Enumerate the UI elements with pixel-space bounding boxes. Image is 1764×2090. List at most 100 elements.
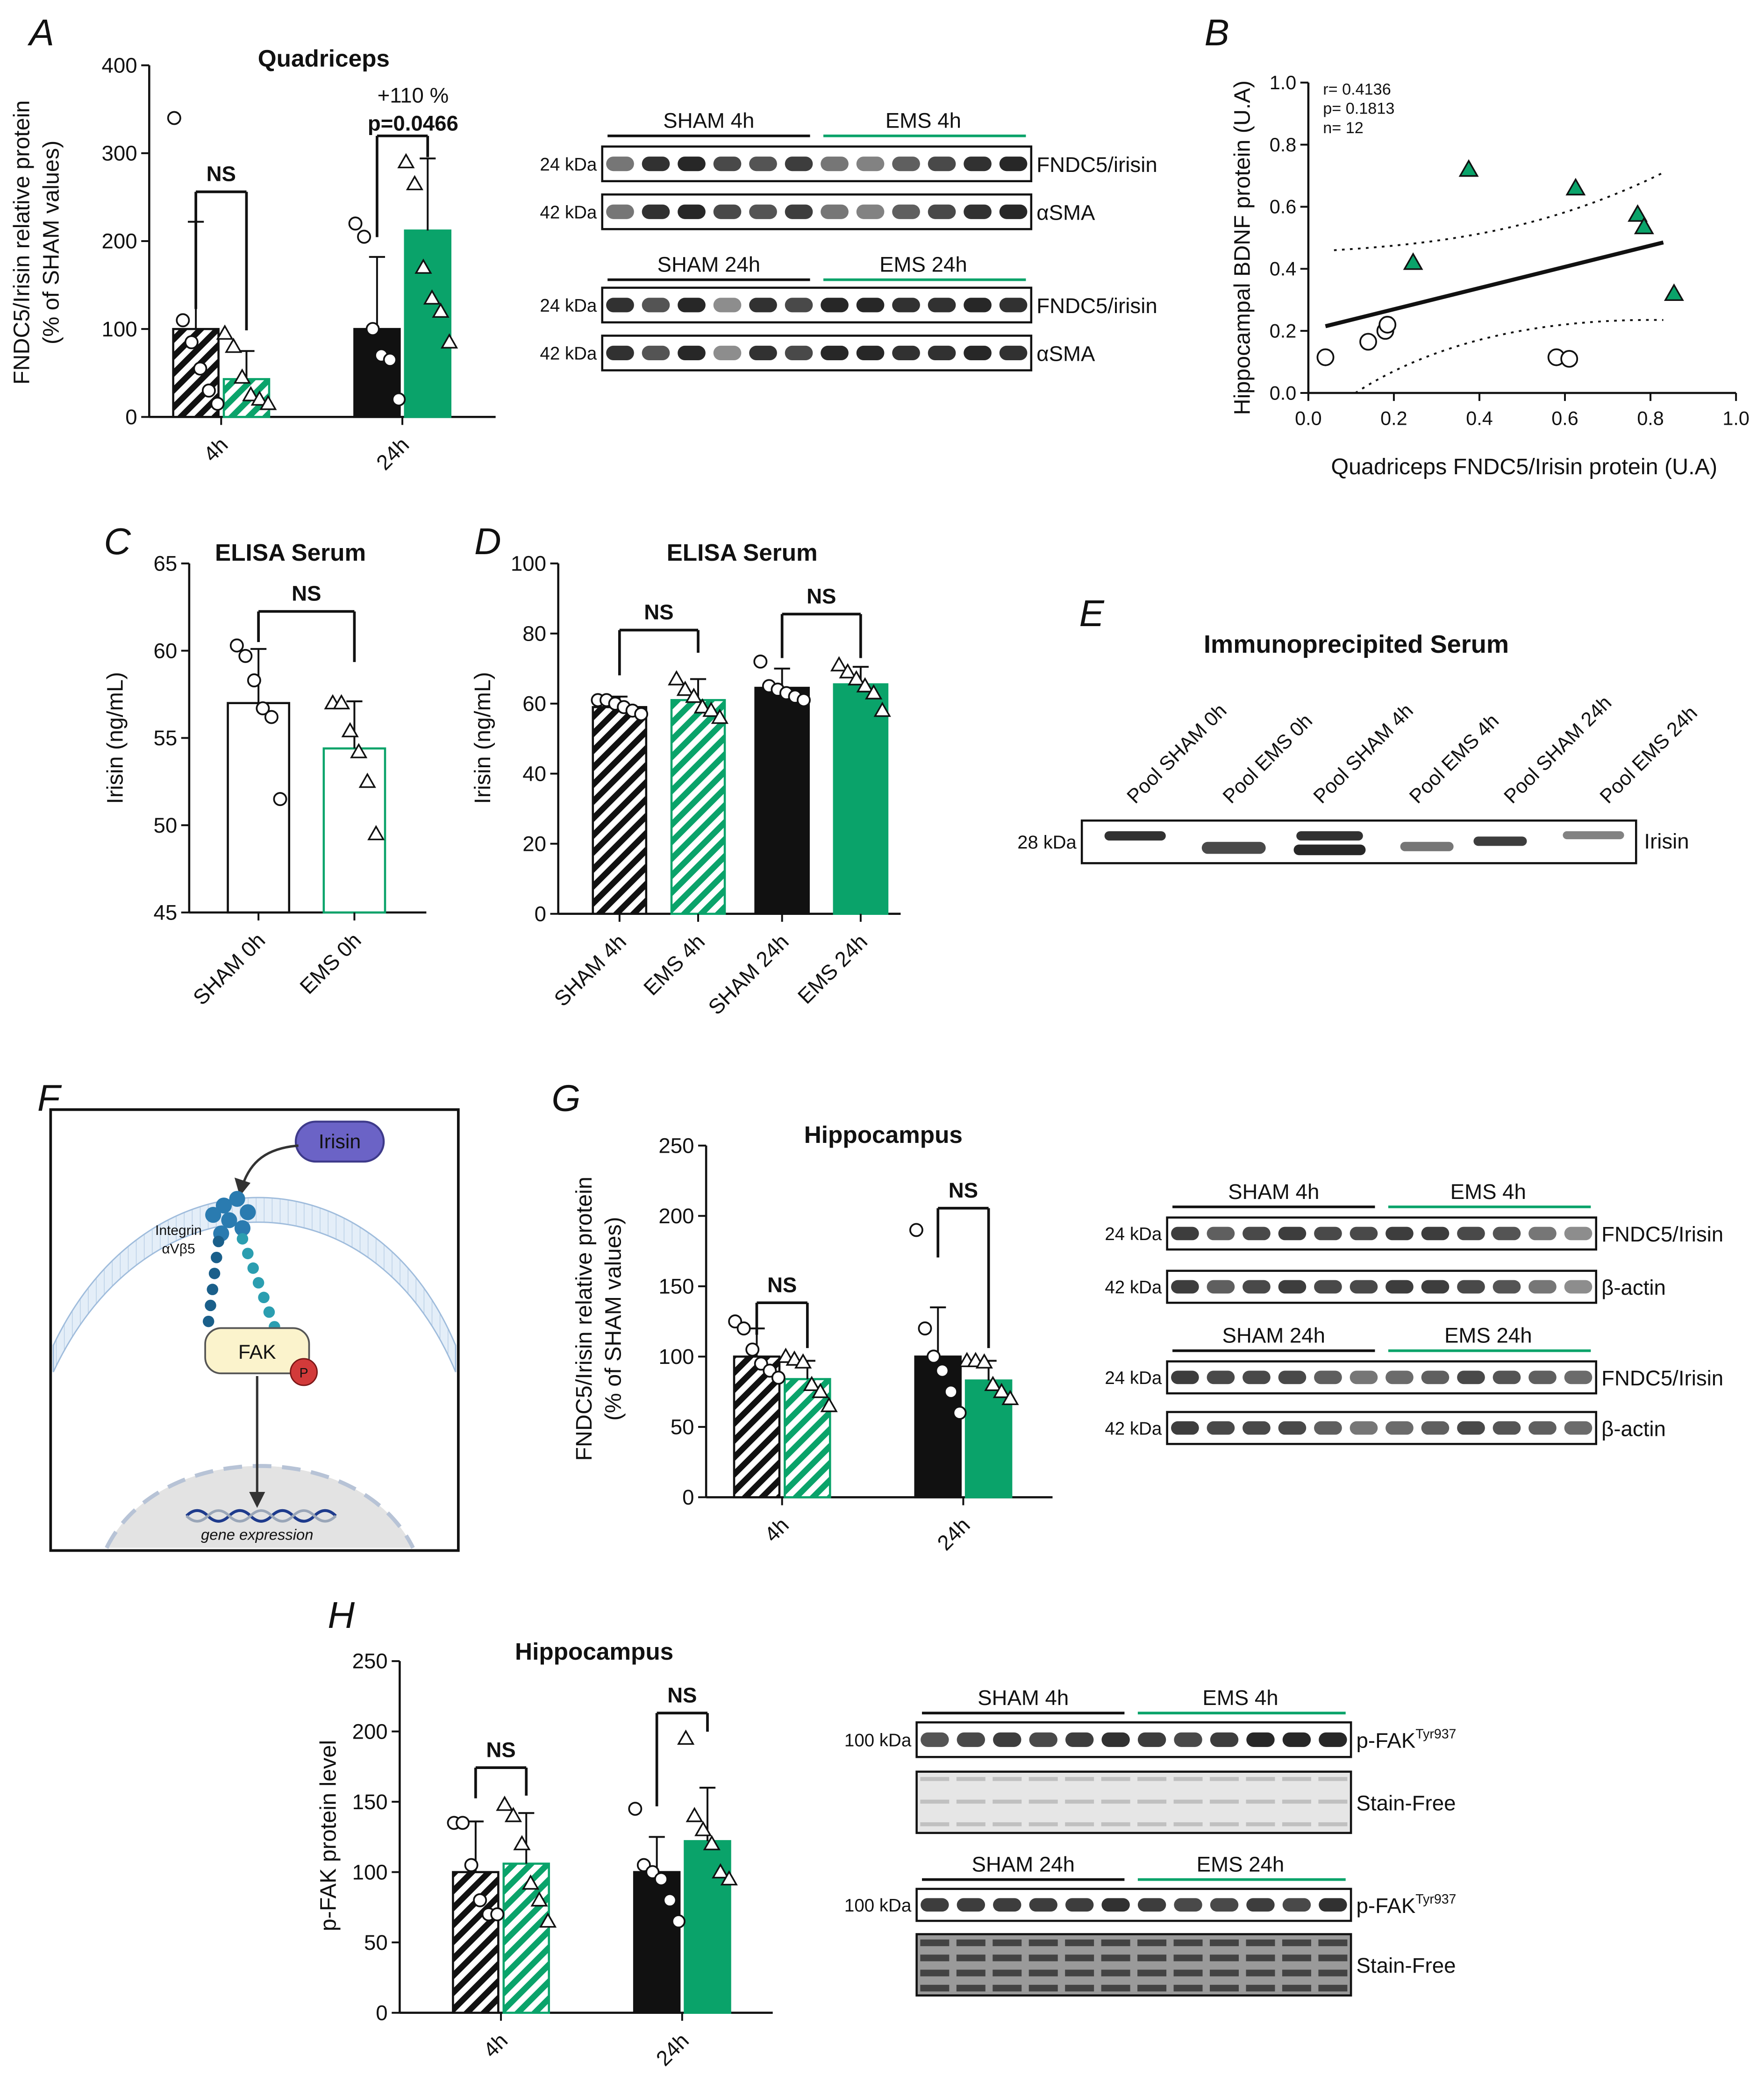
lane-label: Pool SHAM 4h [1309,699,1418,808]
stainfree-blot-band [1028,1939,1058,1947]
blot-β-actin-band [1314,1421,1342,1435]
y-axis-label: p-FAK protein level [316,1740,341,1931]
point-EMS 4h [676,680,694,696]
point-ems-24h [712,1863,729,1879]
point-EMS 0h [341,722,359,737]
blot-FNDC5/irisin-band [821,298,849,313]
stainfree-blot-band [1173,1939,1203,1947]
chart-title: ELISA Serum [667,539,818,566]
x-tick-label: SHAM 0h [188,928,270,1010]
blot-p-FAK-band [1319,1732,1347,1747]
point-ems [1664,283,1684,301]
point-sham-4h [193,361,207,376]
blot-FNDC5/irisin-band [999,157,1028,171]
stainfree-blot-band [1028,1969,1058,1976]
bar-SHAM 24h [754,686,810,915]
blot-FNDC5/irisin-band [678,298,706,313]
point-sham-4h [736,1321,751,1336]
blot-αSMA-band [749,204,777,219]
stainfree-blot-frame [915,1933,1352,1997]
blot-αSMA-frame [601,335,1033,371]
blot-kda-label: 100 kDa [844,1731,912,1751]
blot-header-ems: EMS 4h [1450,1180,1526,1204]
point-ems-4h [259,394,277,410]
blot-β-actin-frame [1166,1411,1598,1445]
blot-protein-label: Stain-Free [1357,1954,1456,1977]
dna-strand [186,1509,337,1523]
blot-title: Immunoprecipited Serum [1204,630,1509,658]
stainfree-blot-band [1173,1777,1203,1781]
panel-label-B: B [1204,12,1229,53]
y-axis-label: Irisin (ng/mL) [102,672,128,804]
point-ems-24h [720,1870,738,1886]
stainfree-blot-band [1137,1799,1167,1804]
stainfree-blot-band [993,1954,1022,1962]
point-SHAM 24h [753,654,768,669]
point-EMS 4h [702,701,720,717]
integrin-beta-chain [263,1306,275,1318]
blot-β-actin-band [1171,1421,1199,1435]
y-tick-label: 300 [102,142,137,165]
stainfree-blot-band [1065,1799,1094,1804]
blot-p-FAK-band [1246,1732,1275,1747]
blot-p-FAK-band [1065,1898,1094,1912]
point-EMS 24h [873,701,891,717]
lane-label: Pool SHAM 0h [1122,699,1231,808]
point-ems-24h [1001,1390,1019,1405]
y-tick-label: 65 [153,552,177,576]
x-tick-label: 4h [199,433,233,466]
point-ems-24h [423,289,441,305]
stainfree-blot-band [993,1939,1022,1947]
blot-β-actin-band [1243,1421,1271,1435]
point-ems-4h [811,1383,829,1398]
point-ems-24h [984,1376,1002,1391]
point-ems-4h [803,1376,821,1391]
point-sham-24h [365,322,380,336]
blot-protein-label: αSMA [1036,342,1095,366]
stainfree-blot-band [1101,1984,1130,1992]
chart-title: ELISA Serum [215,539,366,566]
x-tick-label: SHAM 4h [550,929,631,1011]
point-ems-4h [794,1353,812,1369]
annotation-pvalue: p=0.0466 [368,111,458,135]
point-sham-4h [745,1342,760,1357]
blot-header-ems: EMS 24h [1444,1324,1532,1348]
blot-FNDC5/Irisin-frame [1166,1216,1598,1251]
point-sham-24h [654,1872,668,1886]
integrin-beta-chain [252,1277,264,1289]
y-axis-label: (% of SHAM values) [601,1217,626,1420]
stainfree-blot-band [1137,1822,1167,1826]
blot-protein-label: p-FAKTyr937 [1357,1892,1457,1918]
panel-label-A: A [28,12,54,53]
blot-β-actin-band [1421,1421,1450,1435]
x-tick-label: 4h [760,1513,793,1547]
stainfree-blot-band [1318,1954,1348,1962]
blot-p-FAK-band [1029,1732,1057,1747]
x-tick-label: 0.4 [1466,407,1493,429]
blot-p-FAK-band [993,1732,1021,1747]
blot-FNDC5/irisin-band [999,298,1028,313]
blot-FNDC5/irisin-band [749,298,777,313]
binding-arrow [241,1144,299,1186]
x-tick-label: 1.0 [1722,407,1749,429]
stainfree-blot-band [1246,1954,1275,1962]
blot-αSMA-band [964,345,992,361]
x-tick-label: EMS 24h [793,929,872,1008]
point-sham-24h [927,1349,941,1364]
x-tick-label: SHAM 24h [704,929,793,1019]
point-sham-4h [167,111,181,125]
x-axis-label: Quadriceps FNDC5/Irisin protein (U.A) [1331,454,1717,479]
point-sham-24h [383,353,397,367]
blot-β-actin-band [1457,1280,1485,1294]
point-SHAM 0h [256,701,270,715]
y-tick-label: 100 [352,1860,388,1884]
point-sham-4h [456,1816,470,1830]
blot-protein-label: Stain-Free [1357,1791,1456,1815]
point-sham-24h [952,1405,967,1420]
blot-β-actin-band [1564,1280,1593,1294]
blot-header-sham: SHAM 24h [971,1853,1075,1876]
stainfree-blot-band [1137,1969,1167,1976]
blot-FNDC5/Irisin-band [1314,1227,1342,1241]
point-EMS 0h [332,694,350,710]
y-axis-label: Hippocampal BDNF protein (U.A) [1229,80,1255,415]
